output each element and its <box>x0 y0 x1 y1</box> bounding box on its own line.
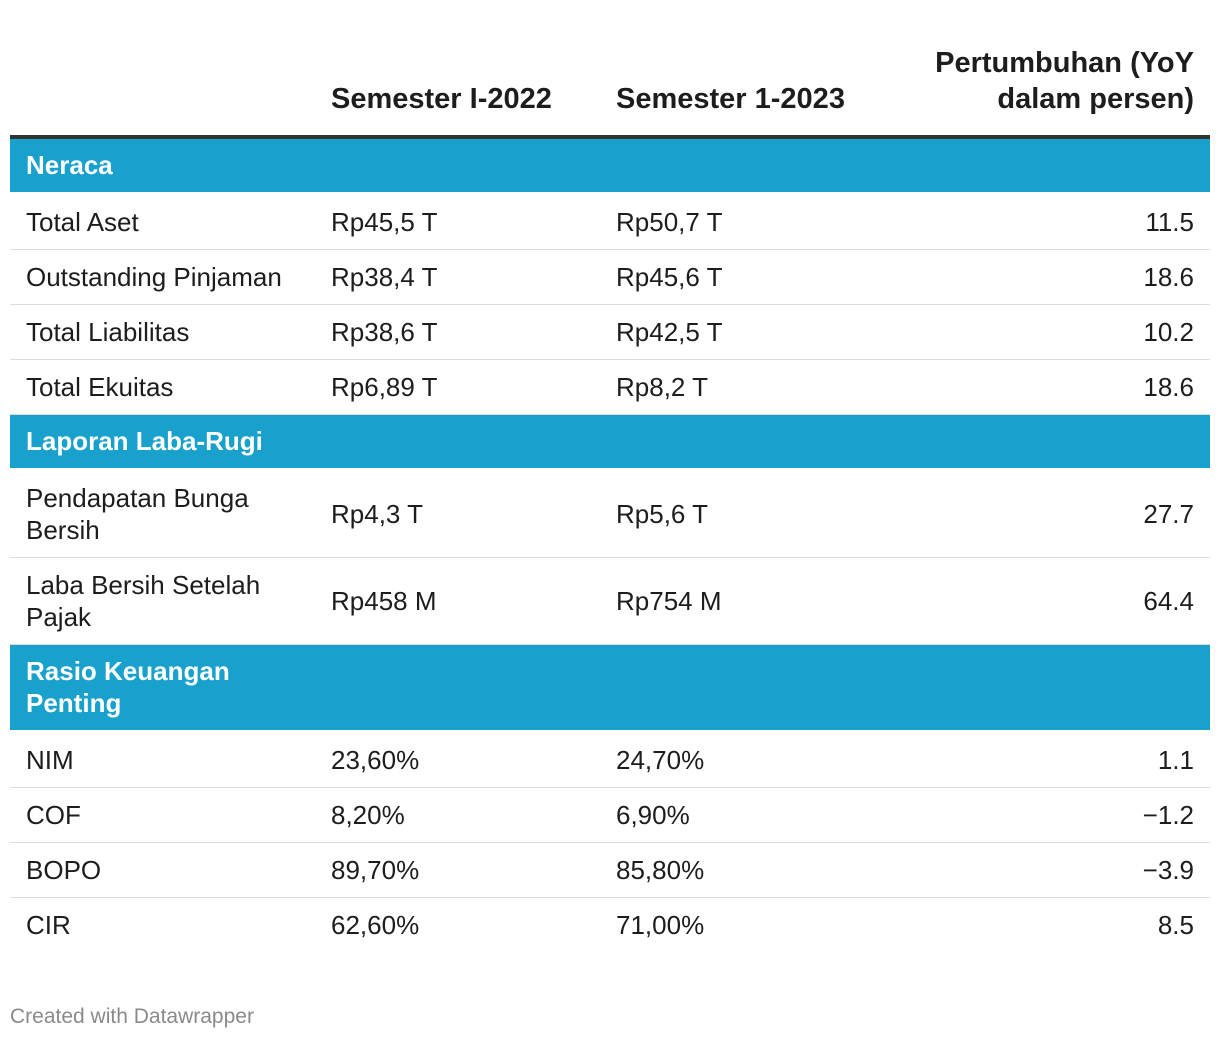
section-filler-cell <box>600 644 885 733</box>
table-row: Total Liabilitas Rp38,6 T Rp42,5 T 10.2 <box>10 304 1210 360</box>
cell-semester-2022: Rp45,5 T <box>315 193 600 250</box>
header-row: Semester I-2022 Semester 1-2023 Pertumbu… <box>10 0 1210 139</box>
section-row: Rasio Keuangan Penting <box>10 644 1210 733</box>
row-label: Pendapatan Bunga Bersih <box>10 469 315 558</box>
cell-growth: 1.1 <box>885 731 1210 788</box>
cell-semester-2023: 6,90% <box>600 787 885 843</box>
cell-semester-2022: Rp4,3 T <box>315 469 600 558</box>
section-title: Rasio Keuangan Penting <box>10 644 315 733</box>
row-label: Total Ekuitas <box>10 359 315 415</box>
row-label: BOPO <box>10 842 315 898</box>
cell-semester-2023: 85,80% <box>600 842 885 898</box>
cell-growth: 18.6 <box>885 359 1210 415</box>
cell-semester-2023: Rp45,6 T <box>600 249 885 305</box>
cell-growth: 11.5 <box>885 193 1210 250</box>
table-row: Outstanding Pinjaman Rp38,4 T Rp45,6 T 18.6 <box>10 249 1210 305</box>
row-label: Total Liabilitas <box>10 304 315 360</box>
section-filler-cell <box>885 137 1210 195</box>
table-row: CIR 62,60% 71,00% 8.5 <box>10 898 1210 953</box>
cell-growth: 8.5 <box>1157 910 1194 940</box>
section-title: Laporan Laba-Rugi <box>10 414 315 471</box>
cell-semester-2022: Rp38,4 T <box>315 249 600 305</box>
section-filler-cell <box>885 644 1210 733</box>
cell-semester-2022: 23,60% <box>315 731 600 788</box>
section-filler-cell <box>315 414 600 471</box>
cell-semester-2023: Rp754 M <box>600 557 885 645</box>
row-label: Total Aset <box>10 193 315 250</box>
section-title: Neraca <box>10 137 315 195</box>
table-row: COF 8,20% 6,90% −1.2 <box>10 787 1210 843</box>
data-table-container: Semester I-2022 Semester 1-2023 Pertumbu… <box>10 0 1210 952</box>
header-label-column <box>10 0 315 139</box>
section-filler-cell <box>315 137 600 195</box>
section-filler-cell <box>315 644 600 733</box>
header-semester-2023: Semester 1-2023 <box>600 0 885 139</box>
row-label: NIM <box>10 731 315 788</box>
financial-table: Semester I-2022 Semester 1-2023 Pertumbu… <box>10 0 1210 952</box>
row-label: COF <box>10 787 315 843</box>
cell-growth: −3.9 <box>885 842 1210 898</box>
row-label: CIR <box>26 910 71 940</box>
cell-semester-2023: Rp5,6 T <box>600 469 885 558</box>
cell-semester-2022: Rp458 M <box>315 557 600 645</box>
section-filler-cell <box>600 137 885 195</box>
header-growth: Pertumbuhan (YoY dalam persen) <box>885 0 1210 139</box>
cell-semester-2023: 24,70% <box>600 731 885 788</box>
table-row: BOPO 89,70% 85,80% −3.9 <box>10 842 1210 898</box>
cell-growth: −1.2 <box>885 787 1210 843</box>
cell-semester-2022: 62,60% <box>331 910 420 940</box>
cell-semester-2023: Rp50,7 T <box>600 193 885 250</box>
footer-credit: Created with Datawrapper <box>10 1005 254 1028</box>
section-filler-cell <box>600 414 885 471</box>
cell-semester-2022: 8,20% <box>315 787 600 843</box>
cell-growth: 10.2 <box>885 304 1210 360</box>
section-row: Neraca <box>10 137 1210 195</box>
cell-growth: 27.7 <box>885 469 1210 558</box>
table-row: NIM 23,60% 24,70% 1.1 <box>10 731 1210 788</box>
table-row: Total Ekuitas Rp6,89 T Rp8,2 T 18.6 <box>10 359 1210 415</box>
cell-semester-2022: Rp6,89 T <box>315 359 600 415</box>
cell-growth: 18.6 <box>885 249 1210 305</box>
cell-semester-2023: Rp8,2 T <box>600 359 885 415</box>
cell-growth: 64.4 <box>885 557 1210 645</box>
table-row: Total Aset Rp45,5 T Rp50,7 T 11.5 <box>10 193 1210 250</box>
cell-semester-2022: Rp38,6 T <box>315 304 600 360</box>
section-filler-cell <box>885 414 1210 471</box>
table-header: Semester I-2022 Semester 1-2023 Pertumbu… <box>10 0 1210 139</box>
cell-semester-2023: 71,00% <box>616 910 705 940</box>
header-semester-2022: Semester I-2022 <box>315 0 600 139</box>
cell-semester-2022: 89,70% <box>315 842 600 898</box>
table-body: Neraca Total Aset Rp45,5 T Rp50,7 T 11.5 Outs… <box>10 137 1210 952</box>
table-row: Pendapatan Bunga Bersih Rp4,3 T Rp5,6 T 27.… <box>10 469 1210 558</box>
row-label: Laba Bersih Setelah Pajak <box>10 557 315 645</box>
row-label: Outstanding Pinjaman <box>10 249 315 305</box>
cell-semester-2023: Rp42,5 T <box>600 304 885 360</box>
section-row: Laporan Laba-Rugi <box>10 414 1210 471</box>
